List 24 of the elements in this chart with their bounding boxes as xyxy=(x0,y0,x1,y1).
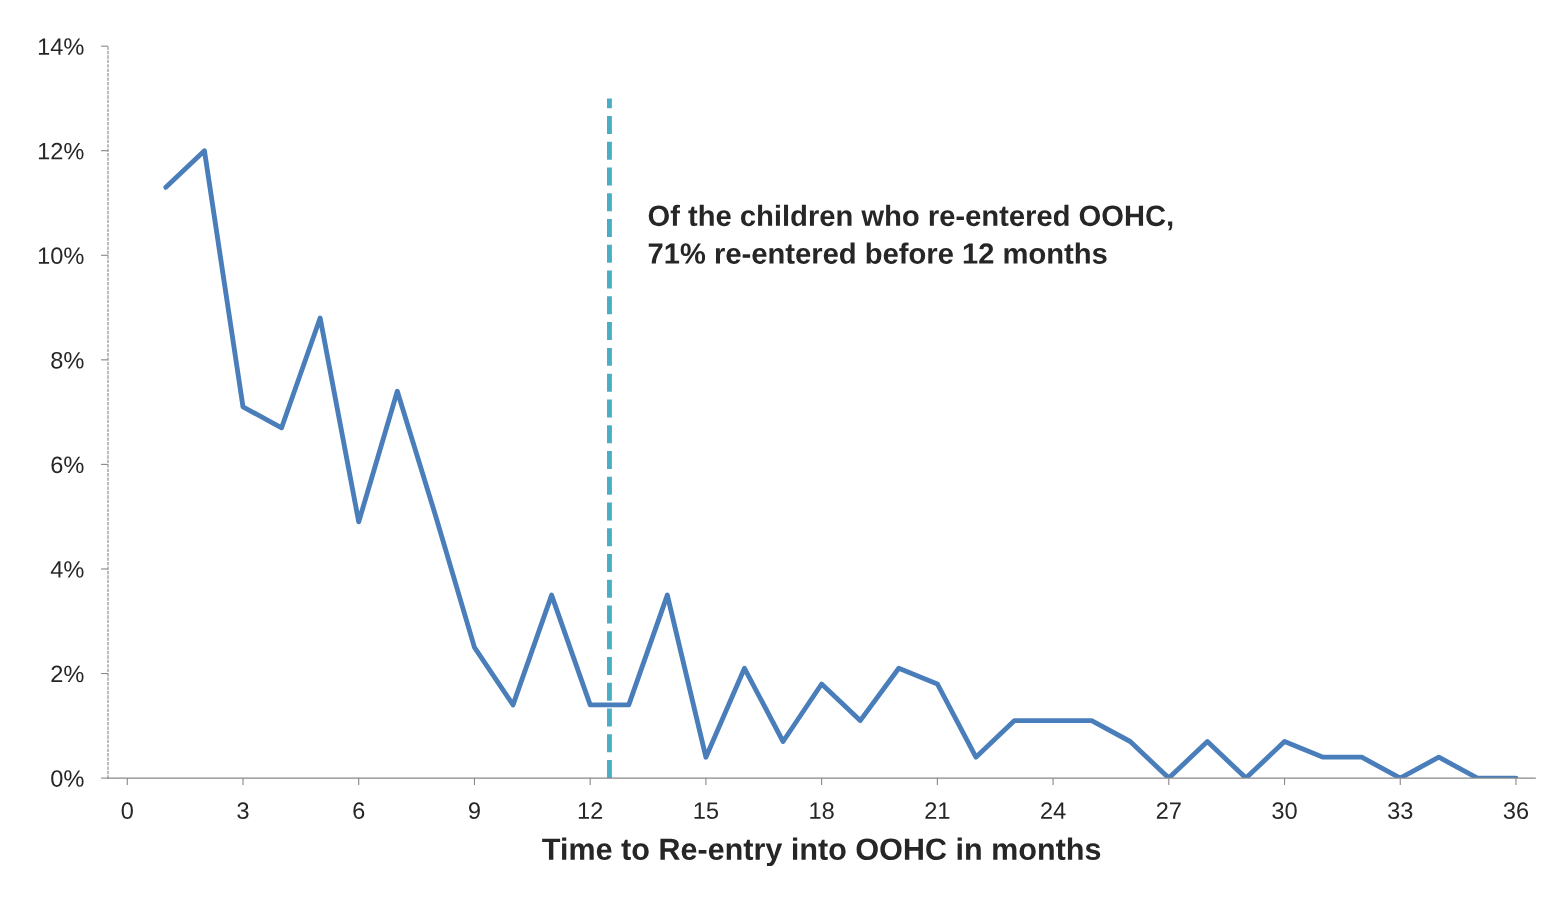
line-series xyxy=(163,148,1519,779)
x-tick-label: 15 xyxy=(694,802,719,820)
y-tick-label: 14% xyxy=(38,38,84,55)
x-tick-label: 30 xyxy=(1272,802,1297,820)
y-tick-label: 6% xyxy=(51,456,84,474)
x-tick-label: 27 xyxy=(1156,802,1181,819)
y-tick-label: 2% xyxy=(51,665,84,683)
x-tick-label: 18 xyxy=(810,802,834,820)
x-tick-label: 12 xyxy=(578,802,603,819)
x-tick-label: 33 xyxy=(1388,802,1413,820)
x-tick-label: 0 xyxy=(121,802,133,820)
y-tick-label: 12% xyxy=(38,142,84,160)
x-tick-label: 21 xyxy=(925,802,950,819)
x-tick-label: 3 xyxy=(237,802,249,820)
annotation: Of the children who re-entered OOHC, 71% re-entered before 12 months xyxy=(648,204,1173,264)
x-axis-title: Time to Re-entry into OOHC in months xyxy=(542,837,1101,867)
y-tick-label: 4% xyxy=(50,561,84,578)
x-tick-label: 36 xyxy=(1503,802,1529,820)
y-tick-label: 0% xyxy=(51,770,84,787)
y-tick-label: 8% xyxy=(51,351,84,369)
x-tick-label: 6 xyxy=(353,802,365,820)
x-tick-label: 24 xyxy=(1041,802,1066,819)
y-tick-label: 10% xyxy=(38,247,84,265)
x-tick-label: 9 xyxy=(468,802,480,820)
